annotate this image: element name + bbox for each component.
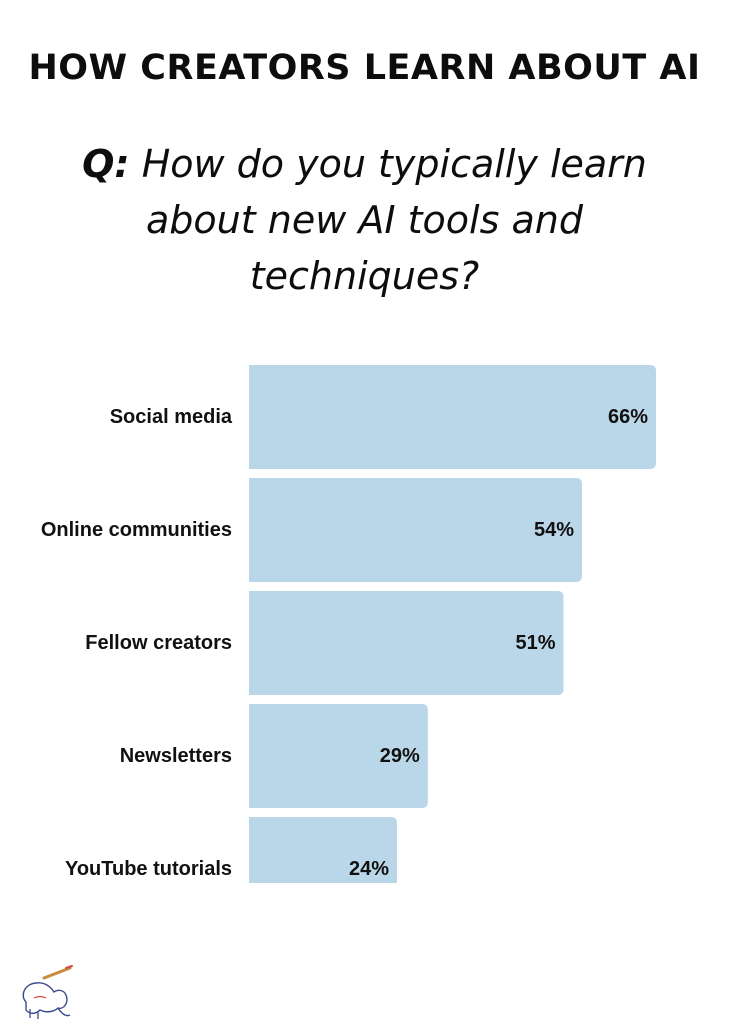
bar-chart: Social media 66% Online communities 54% Fell… [41, 365, 656, 883]
bar-row-social-media: Social media 66% [110, 365, 656, 469]
bar-fellow-creators [249, 591, 564, 695]
bar-youtube-tutorials [249, 817, 397, 883]
bar-newsletters [249, 704, 428, 808]
bar-row-newsletters: Newsletters 29% [120, 704, 428, 808]
category-label: Fellow creators [85, 632, 232, 654]
value-label: 24% [349, 858, 389, 880]
category-label: Social media [110, 406, 233, 428]
chart-title: HOW CREATORS LEARN ABOUT AI [28, 48, 701, 88]
bar-online-communities [249, 478, 582, 582]
category-label: YouTube tutorials [65, 858, 232, 880]
bar-row-youtube-tutorials: YouTube tutorials 24% [65, 817, 397, 883]
elephant-logo-icon [22, 965, 73, 1019]
category-label: Online communities [41, 519, 232, 541]
value-label: 54% [534, 519, 574, 541]
bar-social-media [249, 365, 656, 469]
value-label: 66% [608, 406, 648, 428]
value-label: 51% [515, 632, 555, 654]
question-text: How do you typically learn about new AI … [141, 142, 647, 298]
question-prefix: Q: [82, 142, 130, 186]
category-label: Newsletters [120, 745, 232, 767]
bar-row-online-communities: Online communities 54% [41, 478, 582, 582]
survey-question: Q: How do you typically learn about new … [40, 136, 689, 304]
value-label: 29% [380, 745, 420, 767]
bar-row-fellow-creators: Fellow creators 51% [85, 591, 564, 695]
